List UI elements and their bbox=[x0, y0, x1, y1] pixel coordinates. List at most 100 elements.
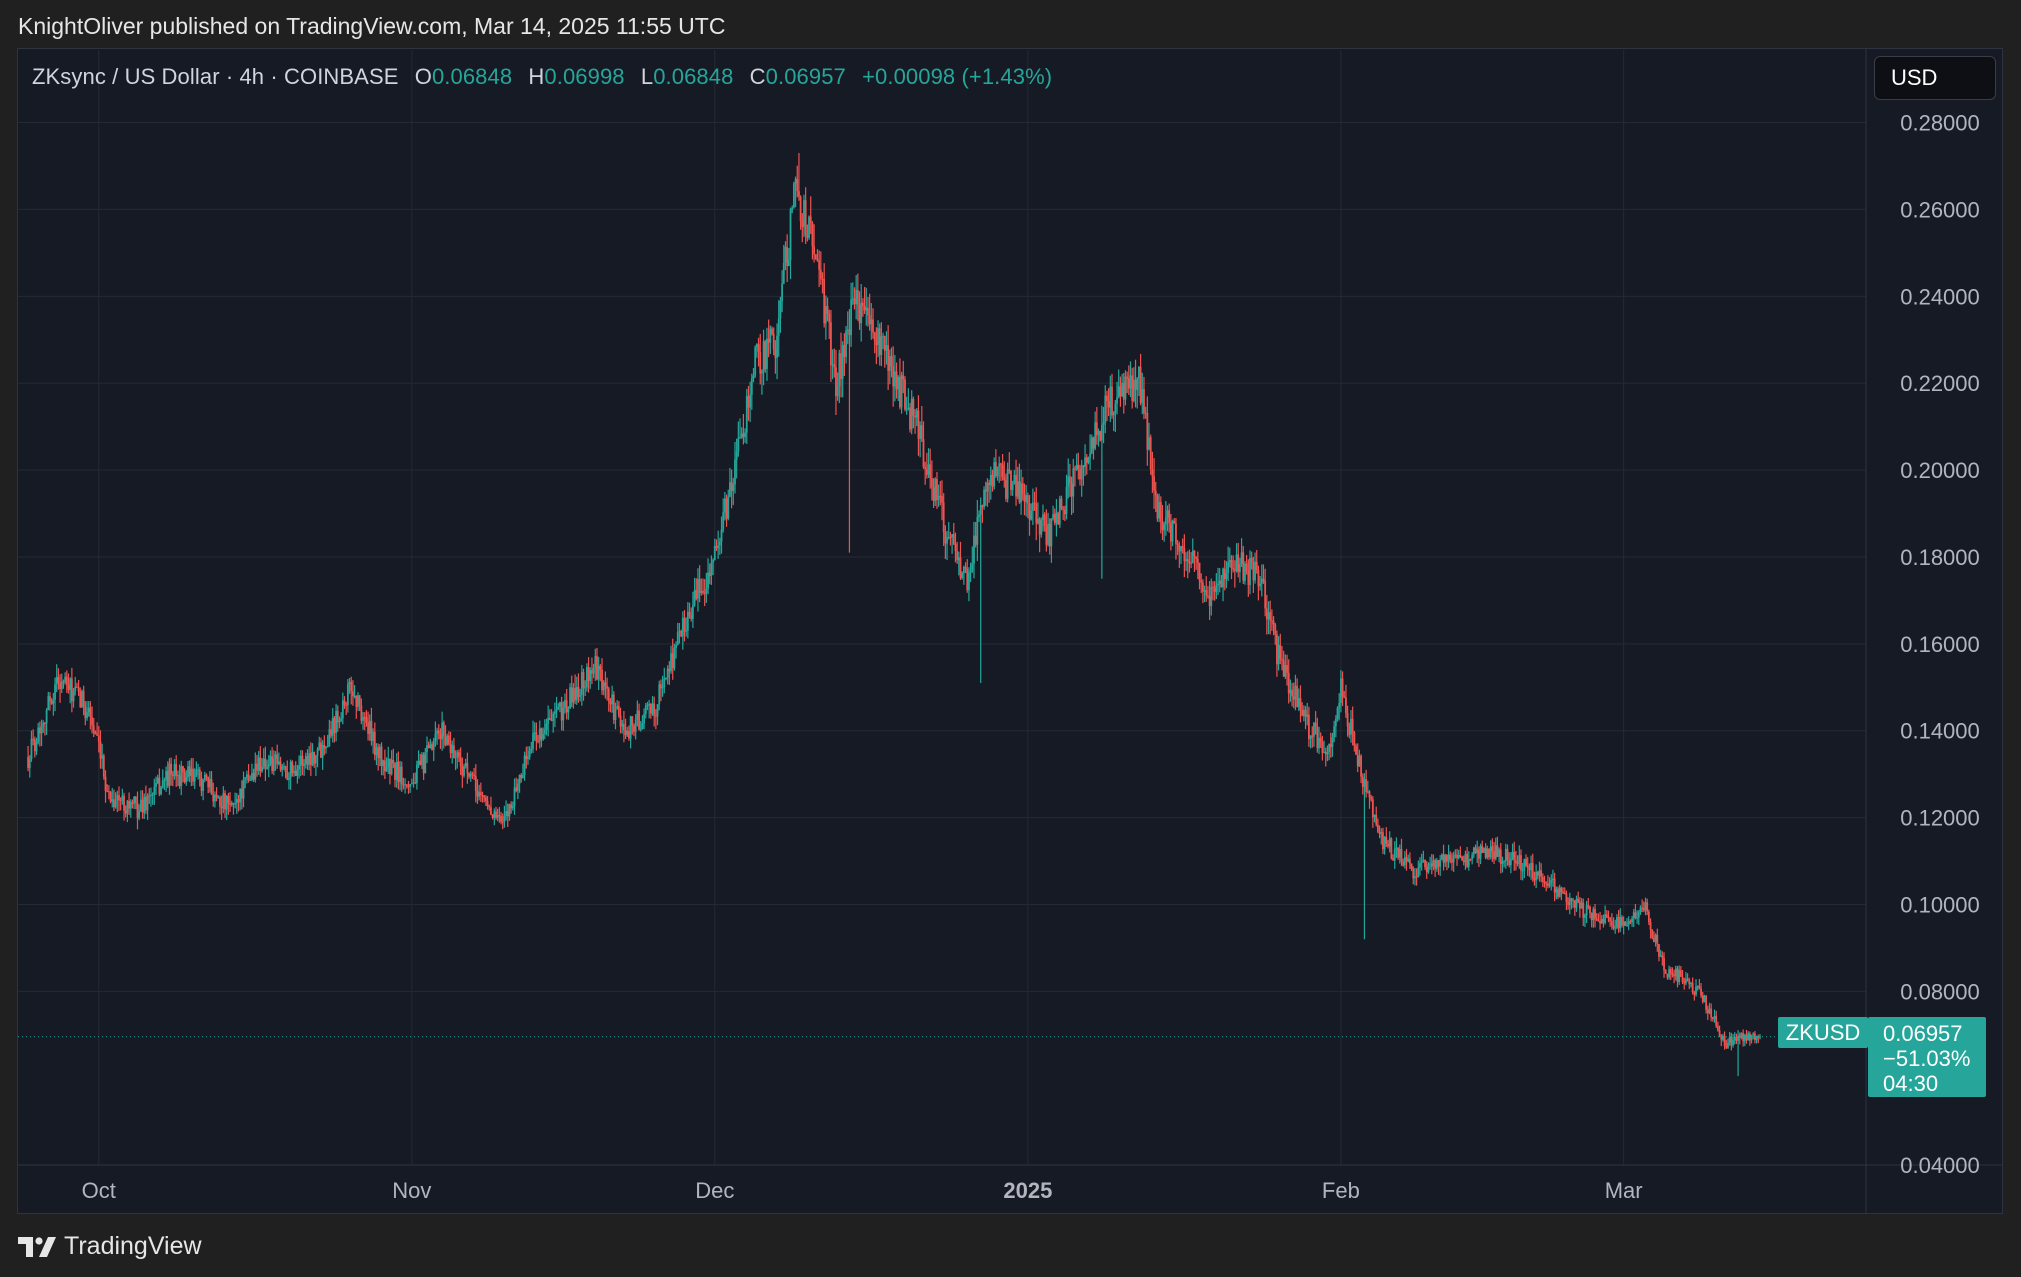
candle-body bbox=[1382, 832, 1384, 850]
candle-body bbox=[474, 775, 477, 791]
candle-body bbox=[1368, 791, 1371, 798]
candle-body bbox=[1607, 917, 1610, 919]
candle-body bbox=[1062, 508, 1065, 510]
candle-body bbox=[1735, 1037, 1738, 1041]
candle-body bbox=[357, 695, 359, 707]
candle-body bbox=[1462, 860, 1465, 863]
candle-body bbox=[1452, 855, 1455, 863]
candle-body bbox=[1106, 395, 1108, 402]
candle-body bbox=[1646, 902, 1649, 912]
candle-body bbox=[225, 795, 228, 810]
candle-body bbox=[730, 482, 733, 491]
footer-brand[interactable]: TradingView bbox=[18, 1232, 202, 1261]
candle-body bbox=[695, 589, 698, 599]
candle-body bbox=[38, 727, 41, 734]
candle-body bbox=[870, 319, 873, 325]
candle-body bbox=[1425, 867, 1428, 873]
candle-body bbox=[195, 769, 198, 776]
candle-body bbox=[473, 774, 476, 776]
candle-body bbox=[1201, 582, 1204, 592]
candle-body bbox=[1558, 887, 1561, 897]
candle-body bbox=[350, 682, 353, 692]
candle-body bbox=[1227, 562, 1230, 573]
candle-body bbox=[670, 653, 672, 672]
candle-body bbox=[1136, 378, 1139, 390]
candle-body bbox=[892, 366, 895, 387]
candle-body bbox=[410, 783, 413, 785]
candle-body bbox=[1070, 483, 1073, 497]
candle-body bbox=[745, 396, 748, 433]
candle-body bbox=[261, 766, 263, 772]
candle-body bbox=[1313, 722, 1315, 737]
candle-body bbox=[203, 774, 206, 781]
candle-body bbox=[713, 545, 716, 561]
candle-body bbox=[1198, 562, 1201, 581]
candle-body bbox=[1132, 379, 1135, 401]
candle-body bbox=[1755, 1036, 1758, 1040]
candle-body bbox=[887, 345, 890, 371]
candle-body bbox=[1614, 927, 1617, 929]
candle-body bbox=[959, 557, 962, 578]
candle-body bbox=[1346, 712, 1349, 727]
candle-body bbox=[468, 773, 470, 777]
candle-body bbox=[1301, 710, 1304, 716]
currency-button[interactable]: USD bbox=[1874, 56, 1996, 100]
candle-body bbox=[806, 234, 809, 238]
candle-body bbox=[197, 769, 199, 771]
candle-body bbox=[1454, 854, 1457, 856]
candle-body bbox=[404, 784, 407, 786]
candle-body bbox=[1706, 1009, 1709, 1014]
candle-body bbox=[309, 753, 312, 766]
candle-body bbox=[621, 723, 624, 727]
candle-body bbox=[653, 703, 656, 716]
candle-body bbox=[55, 677, 58, 685]
candle-body bbox=[735, 451, 738, 460]
candle-body bbox=[1489, 846, 1492, 858]
candle-body bbox=[1144, 412, 1147, 414]
candle-body bbox=[1663, 958, 1665, 971]
candle-body bbox=[979, 505, 982, 515]
candle-body bbox=[646, 705, 649, 707]
candle-body bbox=[464, 763, 467, 767]
x-tick-label: 2025 bbox=[1003, 1178, 1052, 1203]
candle-body bbox=[683, 617, 686, 632]
candle-body bbox=[214, 794, 216, 802]
candle-body bbox=[1134, 379, 1137, 390]
candle-body bbox=[1424, 859, 1426, 868]
candle-body bbox=[929, 464, 932, 479]
candle-body bbox=[974, 535, 977, 545]
candle-body bbox=[1742, 1033, 1745, 1042]
candle-body bbox=[1048, 523, 1051, 547]
candle-body bbox=[240, 788, 243, 799]
candle-body bbox=[747, 396, 750, 408]
candle-body bbox=[377, 747, 380, 758]
candle-body bbox=[74, 686, 77, 691]
candle-body bbox=[978, 514, 980, 518]
candle-body bbox=[1297, 698, 1300, 707]
candle-body bbox=[1166, 510, 1169, 518]
candle-body bbox=[1521, 870, 1524, 872]
candle-body bbox=[998, 463, 1001, 468]
candle-body bbox=[136, 802, 139, 819]
candle-body bbox=[1334, 718, 1337, 727]
candle-body bbox=[1467, 859, 1470, 867]
candle-body bbox=[717, 545, 720, 549]
chart-panel[interactable] bbox=[17, 48, 2003, 1214]
candle-body bbox=[141, 799, 144, 813]
candle-body bbox=[1326, 751, 1329, 755]
candle-body bbox=[1309, 735, 1312, 739]
candle-body bbox=[1171, 520, 1174, 542]
candle-body bbox=[417, 760, 420, 765]
candle-body bbox=[537, 741, 539, 743]
candle-body bbox=[855, 289, 858, 305]
candle-body bbox=[277, 761, 280, 765]
candle-body bbox=[461, 766, 464, 776]
candle-body bbox=[968, 572, 970, 591]
candle-body bbox=[1577, 898, 1580, 902]
candle-body bbox=[1021, 483, 1024, 495]
brand-name: TradingView bbox=[64, 1232, 202, 1260]
candle-body bbox=[1282, 660, 1285, 677]
candle-body bbox=[1016, 481, 1019, 497]
candle-body bbox=[1040, 520, 1043, 535]
